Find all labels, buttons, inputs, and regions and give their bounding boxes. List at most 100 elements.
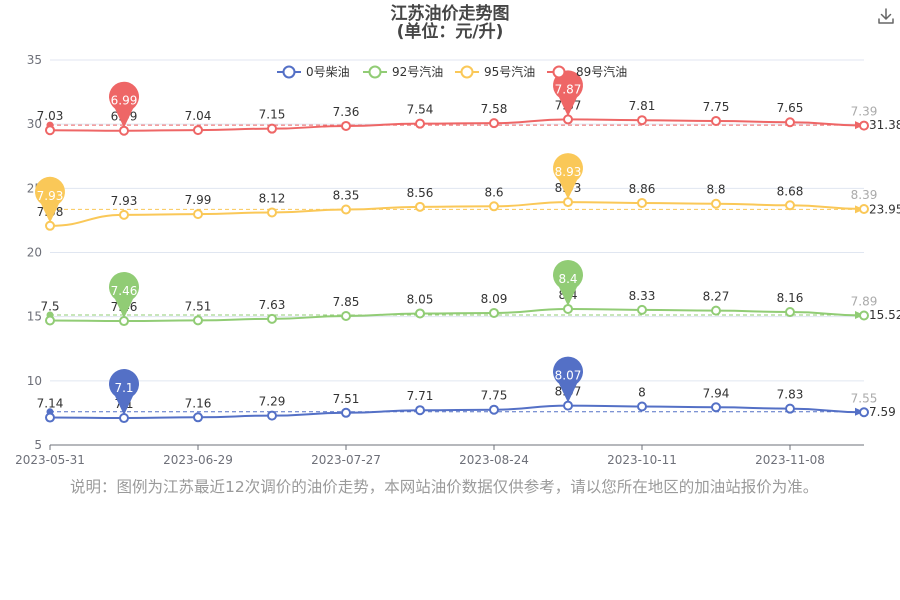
footnote: 说明：图例为江苏最近12次调价的油价走势，本网站油价数据仅供参考，请以您所在地区…	[70, 478, 819, 496]
data-point	[415, 118, 425, 129]
average-label: 23.95	[869, 202, 900, 216]
data-point	[341, 407, 351, 418]
data-label: 7.16	[185, 396, 212, 410]
series-2: 23.957.087.937.998.128.358.568.68.938.86…	[35, 153, 900, 231]
data-point	[785, 200, 795, 211]
data-point	[415, 405, 425, 416]
data-label: 7.89	[851, 295, 878, 309]
data-point	[45, 220, 55, 231]
data-label: 7.15	[259, 108, 286, 122]
data-point	[489, 307, 499, 318]
data-point	[859, 120, 869, 131]
data-label: 8.05	[407, 292, 434, 306]
pin-label: 8.93	[555, 165, 582, 179]
line-chart: 5 10 15 20 25 30 35 2023-05-31 2023-06-29 2023-07…	[15, 53, 900, 467]
data-point	[415, 201, 425, 212]
data-point	[267, 207, 277, 218]
x-tick-label: 2023-06-29	[163, 453, 233, 467]
series-line	[49, 201, 865, 227]
data-point	[637, 197, 647, 208]
data-label: 7.71	[407, 389, 434, 403]
legend-marker	[460, 65, 474, 79]
data-point	[785, 117, 795, 128]
data-label: 7.29	[259, 395, 286, 409]
data-point	[45, 125, 55, 136]
data-label: 7.36	[333, 105, 360, 119]
data-point	[45, 412, 55, 423]
data-label: 7.03	[37, 109, 64, 123]
series-line	[49, 307, 865, 323]
max-pin: 7.87	[553, 70, 584, 117]
data-point	[45, 315, 55, 326]
legend-item-1[interactable]: 92号汽油	[363, 64, 443, 79]
data-label: 8.09	[481, 292, 508, 306]
data-point	[563, 400, 573, 411]
data-label: 7.85	[333, 295, 360, 309]
legend-item-0[interactable]: 0号柴油	[277, 65, 350, 79]
pin-shape	[109, 369, 139, 416]
data-label: 7.83	[777, 388, 804, 402]
data-label: 8.33	[629, 289, 656, 303]
data-point	[119, 209, 129, 220]
data-point	[267, 123, 277, 134]
series-1: 15.52 7.5 7.46 7.51 7.63 7.85 8.05 8.09 8.4 8.33 8…	[40, 259, 900, 327]
data-point	[563, 303, 573, 314]
pin-shape	[108, 81, 139, 128]
data-point	[711, 198, 721, 209]
series-0: 7.59 7.14 7.1 7.16 7.29 7.51 7.71 7.75 8.07 8 7.94…	[37, 356, 896, 424]
data-label: 8.35	[333, 189, 360, 203]
y-tick-label: 15	[27, 310, 42, 324]
average-label: 31.38	[869, 118, 900, 132]
max-pin: 8.4	[553, 259, 584, 306]
download-icon[interactable]	[876, 6, 896, 26]
data-label: 7.51	[333, 392, 360, 406]
legend: 0号柴油 92号汽油 95号汽油 89号汽油	[277, 64, 627, 79]
data-point	[859, 310, 869, 321]
max-pin: 8.07	[553, 356, 584, 403]
legend-marker	[552, 65, 566, 79]
data-label: 8.6	[484, 185, 503, 199]
chart-subtitle: (单位：元/升)	[396, 22, 504, 42]
data-label: 8.56	[407, 186, 434, 200]
legend-item-3[interactable]: 89号汽油	[547, 64, 627, 79]
data-point	[563, 197, 573, 208]
pin-label: 7.87	[555, 82, 582, 96]
legend-label: 89号汽油	[576, 64, 627, 79]
max-pin: 8.93	[553, 153, 584, 200]
y-tick-label: 20	[27, 246, 42, 260]
data-point	[119, 413, 129, 424]
data-label: 8.27	[703, 290, 730, 304]
data-label: 8.68	[777, 184, 804, 198]
y-tick-label: 10	[27, 374, 42, 388]
min-pin: 7.46	[109, 272, 139, 319]
data-label: 7.54	[407, 103, 434, 117]
data-label: 8.8	[706, 183, 725, 197]
min-pin: 7.93	[35, 176, 65, 223]
pin-label: 6.99	[111, 94, 138, 108]
data-label: 8.16	[777, 291, 804, 305]
chart-title: 江苏油价走势图	[390, 4, 510, 24]
data-label: 7.5	[40, 300, 59, 314]
x-tick-label: 2023-05-31	[15, 453, 85, 467]
data-label: 7.55	[851, 391, 878, 405]
x-tick-label: 2023-10-11	[607, 453, 677, 467]
data-point	[341, 204, 351, 215]
data-point	[193, 412, 203, 423]
pin-shape	[109, 272, 139, 319]
data-point	[859, 203, 869, 214]
data-label: 7.93	[111, 194, 138, 208]
pin-label: 7.1	[114, 381, 133, 395]
data-point	[637, 401, 647, 412]
data-label: 7.81	[629, 99, 656, 113]
legend-item-2[interactable]: 95号汽油	[455, 64, 535, 79]
data-point	[711, 115, 721, 126]
data-label: 8.86	[629, 182, 656, 196]
average-label: 15.52	[869, 308, 900, 322]
pin-shape	[35, 176, 65, 223]
data-label: 8	[638, 386, 646, 400]
data-point	[193, 125, 203, 136]
min-pin: 7.1	[109, 369, 139, 416]
data-label: 7.75	[703, 100, 730, 114]
data-label: 7.58	[481, 102, 508, 116]
